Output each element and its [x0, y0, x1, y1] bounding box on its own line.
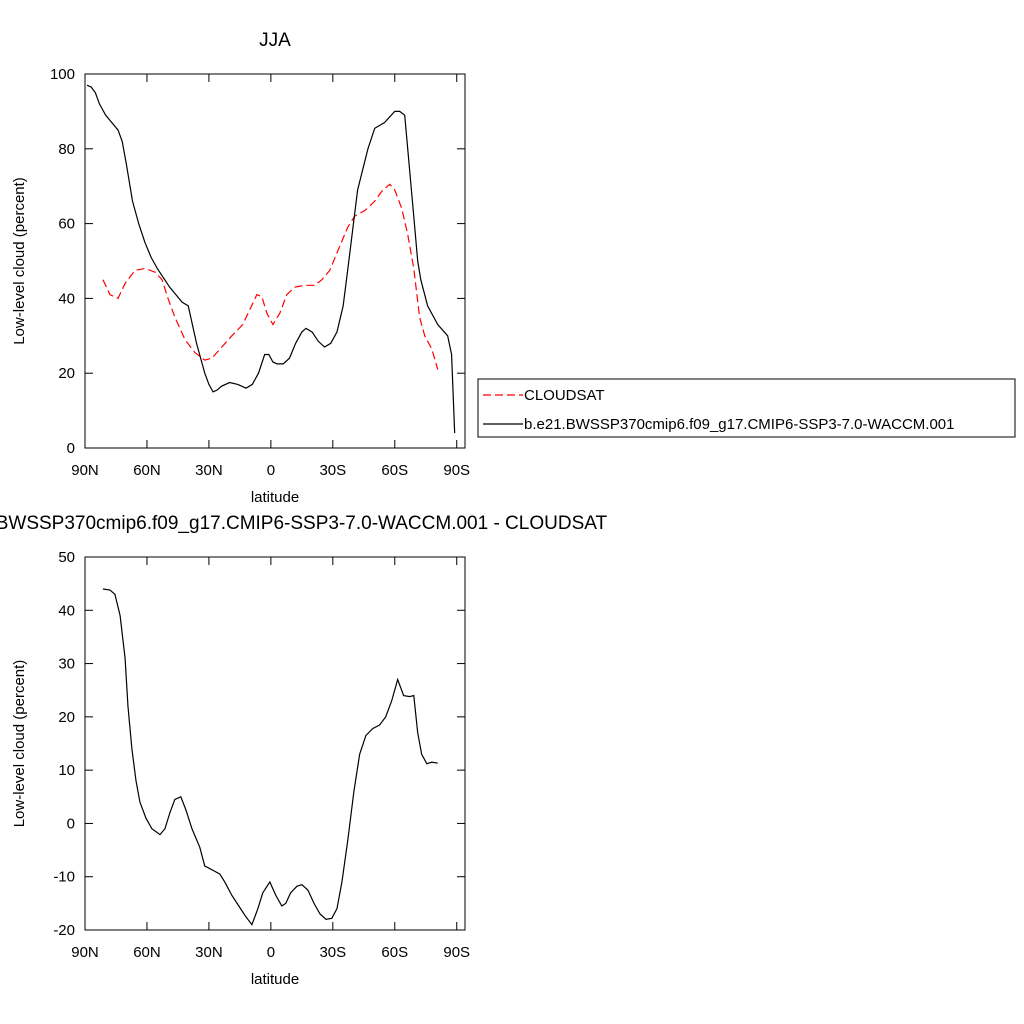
chart-title: JJA: [259, 30, 291, 51]
x-tick-label: 60S: [381, 944, 408, 961]
y-tick-label: 0: [67, 815, 75, 832]
x-tick-label: 30S: [319, 462, 346, 479]
x-tick-label: 60S: [381, 462, 408, 479]
y-tick-label: 50: [58, 549, 75, 566]
x-tick-label: 60N: [133, 944, 161, 961]
series-line: [102, 183, 439, 370]
y-tick-label: 0: [67, 440, 75, 457]
x-tick-label: 90N: [71, 944, 99, 961]
plot-frame: [84, 73, 466, 449]
x-tick-label: 60N: [133, 462, 161, 479]
y-tick-label: 80: [58, 141, 75, 158]
y-axis-label: Low-level cloud (percent): [11, 177, 28, 345]
x-tick-label: 0: [267, 462, 275, 479]
y-tick-label: 20: [58, 709, 75, 726]
legend-label: b.e21.BWSSP370cmip6.f09_g17.CMIP6-SSP3-7…: [524, 416, 954, 433]
y-tick-label: 30: [58, 656, 75, 673]
y-tick-label: 20: [58, 365, 75, 382]
y-axis-label: Low-level cloud (percent): [11, 660, 28, 828]
series-line: [102, 588, 438, 926]
legend-box: [477, 378, 1016, 438]
y-tick-label: -10: [53, 869, 75, 886]
legend-label: CLOUDSAT: [524, 387, 605, 404]
x-axis-label: latitude: [251, 971, 299, 988]
series-line: [86, 84, 456, 434]
y-tick-label: 40: [58, 602, 75, 619]
y-tick-label: 40: [58, 290, 75, 307]
plot-frame: [84, 556, 466, 931]
y-tick-label: -20: [53, 922, 75, 939]
y-tick-label: 100: [50, 66, 75, 83]
x-tick-label: 30N: [195, 944, 223, 961]
chart-title: b.e21.BWSSP370cmip6.f09_g17.CMIP6-SSP3-7…: [0, 513, 607, 534]
x-tick-label: 0: [267, 944, 275, 961]
x-tick-label: 30S: [319, 944, 346, 961]
x-tick-label: 90N: [71, 462, 99, 479]
x-tick-label: 30N: [195, 462, 223, 479]
x-tick-label: 90S: [443, 462, 470, 479]
y-tick-label: 60: [58, 216, 75, 233]
x-axis-label: latitude: [251, 489, 299, 506]
x-tick-label: 90S: [443, 944, 470, 961]
y-tick-label: 10: [58, 762, 75, 779]
